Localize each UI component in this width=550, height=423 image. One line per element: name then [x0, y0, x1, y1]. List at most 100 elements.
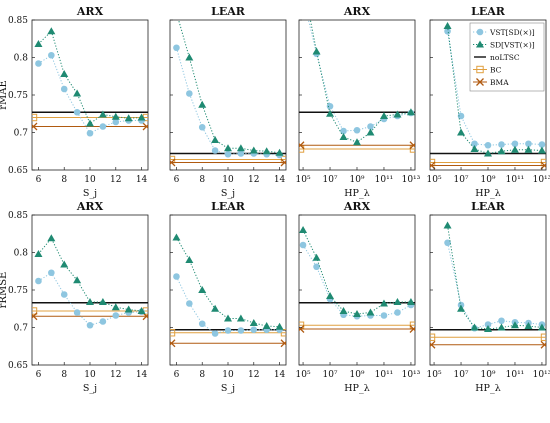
subplot: LEAR 10⁵ 10⁷ 10⁹ 10¹¹ 10¹³ HP_λ	[427, 5, 550, 199]
x-tick-label: 6	[174, 370, 180, 380]
data-point-vst_sd	[73, 108, 81, 116]
data-point-vst_sd	[198, 320, 206, 328]
plot-frame	[298, 214, 416, 366]
subplot: LEAR 6 8 10 12 14 S_j	[169, 200, 287, 394]
data-point-vst_sd	[99, 123, 107, 130]
data-point-sd_vst	[124, 305, 133, 313]
data-point-vst_sd	[444, 239, 451, 247]
y-axis-label: rMAE	[0, 80, 9, 110]
y-axis-label: rRMSE	[0, 272, 9, 309]
data-point-sd_vst	[470, 323, 479, 331]
series-line-sd_vst	[38, 30, 142, 125]
plot-frame	[298, 19, 416, 171]
data-point-sd_vst	[406, 298, 415, 305]
legend-swatch-cross	[476, 78, 484, 86]
data-point-sd_vst	[537, 146, 546, 154]
data-point-sd_vst	[185, 53, 194, 61]
data-point-vst_sd	[173, 273, 180, 280]
data-point-sd_vst	[326, 292, 335, 299]
data-point-vst_sd	[112, 118, 120, 126]
x-axis-label: S_j	[83, 383, 97, 394]
data-point-sd_vst	[211, 304, 220, 312]
data-point-sd_vst	[312, 253, 321, 261]
data-point-sd_vst	[73, 276, 82, 284]
data-point-vst_sd	[326, 102, 334, 110]
reference-marker-bma	[280, 158, 286, 167]
legend-label: SD[VST(×)]	[490, 41, 535, 50]
data-point-sd_vst	[299, 226, 308, 233]
x-tick-label: 8	[61, 370, 67, 380]
data-point-vst_sd	[484, 321, 492, 328]
reference-marker-bc	[540, 333, 546, 341]
data-point-vst_sd	[224, 150, 232, 158]
x-tick-label: 10¹¹	[506, 370, 525, 380]
data-point-vst_sd	[340, 127, 347, 135]
series-line-sd_vst	[302, 229, 411, 315]
reference-marker-bma	[32, 122, 38, 131]
data-point-sd_vst	[406, 108, 415, 116]
plot-frame	[31, 19, 149, 171]
subplot: ARX 10⁵ 10⁷ 10⁹ 10¹¹ 10¹³ HP_λ	[296, 0, 421, 199]
x-tick-label: 10¹¹	[506, 175, 525, 185]
data-point-sd_vst	[224, 314, 232, 322]
x-tick-label: 12	[110, 175, 121, 185]
data-layer	[170, 20, 286, 167]
data-point-sd_vst	[249, 146, 258, 154]
y-tick-label: 0.8	[14, 249, 29, 259]
subplot: ARX 0.65 0.7 0.75 0.8 0.85 6 8 10 12 14 S_j rMAE	[0, 5, 149, 199]
data-point-vst_sd	[186, 300, 193, 307]
reference-marker-bma	[409, 325, 415, 333]
data-point-sd_vst	[497, 323, 506, 331]
data-point-sd_vst	[198, 286, 207, 293]
data-point-vst_sd	[525, 140, 532, 148]
subplot-title: LEAR	[211, 200, 246, 213]
data-point-sd_vst	[262, 147, 271, 155]
x-axis-label: HP_λ	[475, 383, 500, 394]
x-tick-label: 6	[36, 175, 42, 185]
data-layer	[32, 234, 148, 329]
x-tick-label: 10¹³	[402, 175, 421, 185]
x-tick-label: 12	[248, 175, 259, 185]
data-point-vst_sd	[300, 0, 307, 1]
subplot: LEAR 6 8 10 12 14 S_j	[169, 5, 287, 199]
reference-marker-bma	[299, 141, 305, 150]
series-line-vst_sd	[38, 272, 142, 326]
x-axis-label: S_j	[221, 188, 235, 199]
data-point-sd_vst	[312, 47, 321, 55]
x-tick-label: 6	[174, 175, 180, 185]
y-tick-label: 0.7	[14, 129, 29, 139]
x-axis-label: HP_λ	[475, 188, 500, 199]
series-line-vst_sd	[302, 244, 412, 317]
data-point-vst_sd	[86, 321, 94, 329]
data-point-vst_sd	[511, 140, 519, 148]
data-point-sd_vst	[98, 298, 107, 305]
reference-marker-bc	[170, 329, 176, 337]
data-point-vst_sd	[224, 327, 232, 334]
y-tick-label: 0.7	[14, 324, 29, 334]
x-tick-label: 10⁹	[349, 370, 364, 380]
data-layer	[430, 221, 546, 349]
subplot-title: ARX	[343, 200, 371, 213]
data-point-vst_sd	[237, 327, 245, 334]
legend-item-bc: BC	[473, 66, 502, 75]
data-point-sd_vst	[443, 22, 452, 29]
series-line-sd_vst	[38, 237, 142, 312]
x-tick-label: 10	[222, 370, 234, 380]
legend-item-bma: BMA	[473, 78, 509, 87]
subplot-title: LEAR	[211, 5, 246, 18]
x-tick-label: 14	[136, 370, 148, 380]
x-tick-label: 10⁵	[427, 370, 442, 380]
data-point-vst_sd	[35, 277, 42, 285]
data-point-sd_vst	[137, 113, 146, 121]
data-point-vst_sd	[198, 123, 206, 131]
reference-marker-bc	[32, 307, 38, 315]
data-point-vst_sd	[367, 123, 374, 130]
reference-marker-bma	[299, 325, 305, 333]
data-point-sd_vst	[484, 149, 492, 157]
plot-frame	[169, 214, 287, 366]
data-point-sd_vst	[137, 307, 146, 314]
x-tick-label: 10¹³	[533, 175, 550, 185]
subplot-title: ARX	[76, 200, 104, 213]
plot-frame	[31, 214, 149, 366]
x-axis-label: S_j	[221, 383, 235, 394]
